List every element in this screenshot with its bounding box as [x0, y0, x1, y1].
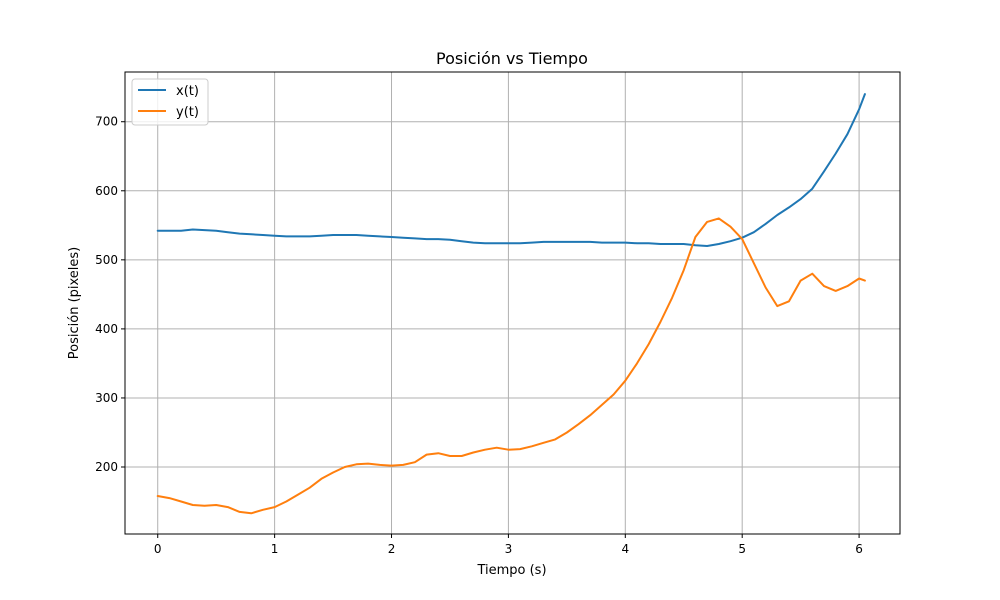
- x-tick-label: 4: [621, 542, 629, 556]
- y-tick-label: 700: [95, 115, 118, 129]
- legend-label-y: y(t): [176, 105, 199, 120]
- y-axis-label: Posición (pixeles): [67, 247, 82, 359]
- axes-frame: [124, 71, 901, 535]
- plot-area: [125, 72, 900, 534]
- x-tick-label: 5: [738, 542, 746, 556]
- series-group: [156, 93, 866, 515]
- ticks: 0 1 2 3 4 5 6 200 300 400 500 600 700: [95, 115, 863, 556]
- y-tick-label: 600: [95, 184, 118, 198]
- legend: x(t) y(t): [131, 78, 209, 126]
- legend-label-x: x(t): [176, 84, 199, 99]
- x-tick-label: 3: [505, 542, 513, 556]
- series-line-x: [156, 93, 866, 247]
- series-line-y: [156, 217, 866, 515]
- x-tick-label: 6: [855, 542, 863, 556]
- y-tick-label: 500: [95, 253, 118, 267]
- x-tick-label: 0: [154, 542, 162, 556]
- y-tick-label: 200: [95, 460, 118, 474]
- y-tick-label: 300: [95, 391, 118, 405]
- x-tick-label: 2: [388, 542, 396, 556]
- chart-title: Posición vs Tiempo: [436, 49, 588, 68]
- grid: [125, 72, 900, 534]
- y-tick-label: 400: [95, 322, 118, 336]
- x-axis-label: Tiempo (s): [476, 563, 546, 578]
- x-tick-label: 1: [271, 542, 279, 556]
